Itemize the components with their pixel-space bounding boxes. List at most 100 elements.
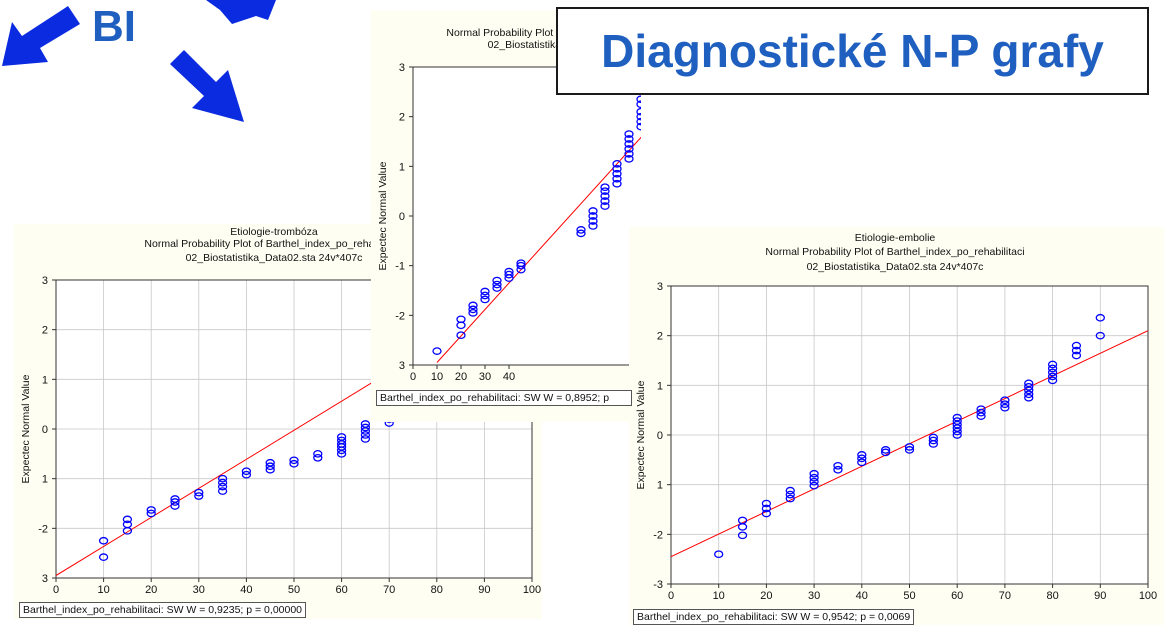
data-point: [612, 174, 622, 183]
x-tick-label: 100: [523, 584, 541, 596]
main-title-box: Diagnostické N-P grafy: [556, 7, 1149, 95]
arrow-icon-left: [2, 6, 80, 66]
data-point: [360, 431, 371, 439]
data-point: [1000, 400, 1010, 409]
x-tick-label: 60: [951, 590, 963, 602]
data-point: [636, 122, 641, 131]
x-tick-label: 0: [53, 584, 59, 596]
data-point: [1047, 368, 1058, 377]
data-point: [492, 284, 502, 292]
y-tick-label: 3: [42, 275, 48, 287]
data-point: [241, 467, 252, 476]
y-tick-label: 1: [42, 374, 48, 386]
data-point: [714, 550, 724, 559]
plot-area: [413, 67, 641, 365]
main-title: Diagnostické N-P grafy: [601, 25, 1104, 77]
data-point: [1095, 313, 1105, 322]
data-point: [612, 169, 622, 178]
data-point: [928, 436, 939, 445]
chart-title-line: Normal Probability Plot of Barthel_index…: [765, 246, 1024, 258]
y-axis-label: Expectec Normal Value: [635, 380, 647, 489]
data-point: [952, 413, 962, 422]
data-point: [624, 135, 634, 143]
x-tick-label: 70: [999, 590, 1011, 602]
x-tick-label: 60: [335, 584, 347, 596]
y-tick-label: -2: [38, 523, 48, 535]
data-point: [761, 499, 772, 508]
data-point: [904, 443, 915, 451]
data-point: [857, 451, 867, 459]
chart-panel-embolie: Etiologie-embolie Normal Probability Plot…: [629, 227, 1164, 625]
data-point: [624, 145, 634, 153]
data-point: [588, 217, 598, 225]
data-point: [624, 155, 634, 163]
data-point: [313, 449, 323, 458]
y-tick-label: 3: [657, 281, 663, 293]
data-point: [217, 482, 228, 491]
data-point: [600, 202, 610, 210]
x-tick-label: 70: [383, 584, 395, 596]
data-point: [809, 481, 819, 490]
data-point: [492, 276, 502, 285]
data-point: [880, 448, 891, 457]
data-point: [588, 207, 598, 215]
y-tick-label: -1: [395, 261, 405, 273]
data-point: [456, 331, 466, 340]
data-point: [504, 270, 514, 279]
footer-middle: Barthel_index_po_rehabilitaci: SW W = 0,…: [376, 390, 632, 406]
data-point: [480, 287, 490, 296]
data-point: [1071, 351, 1082, 360]
data-point: [588, 212, 598, 220]
chart-title-line: Etiologie-trombóza: [230, 226, 318, 238]
chart-embolie: Etiologie-embolie Normal Probability Plot…: [635, 232, 1157, 602]
data-point: [313, 453, 323, 462]
data-point: [857, 454, 867, 463]
data-point: [1071, 341, 1082, 350]
data-point: [761, 509, 772, 518]
data-point: [1024, 382, 1034, 391]
data-point: [588, 222, 598, 230]
reference-line: [436, 136, 641, 363]
data-point: [217, 487, 228, 495]
y-tick-label: -3: [653, 579, 663, 591]
data-point: [122, 520, 133, 529]
y-tick-label: -2: [653, 529, 663, 541]
data-point: [146, 509, 156, 518]
data-point: [1047, 360, 1058, 369]
data-point: [785, 490, 795, 499]
data-point: [636, 107, 641, 116]
data-point: [761, 504, 772, 513]
data-point: [624, 140, 634, 148]
data-point: [480, 291, 490, 300]
data-point: [612, 160, 622, 168]
x-tick-label: 30: [808, 590, 820, 602]
data-point: [360, 435, 371, 443]
data-point: [289, 456, 299, 465]
x-tick-label: 30: [193, 584, 205, 596]
data-point: [98, 536, 109, 545]
data-point: [1000, 403, 1010, 412]
data-point: [976, 405, 986, 414]
data-point: [833, 461, 843, 470]
data-point: [857, 458, 867, 467]
y-tick-label: 0: [399, 211, 405, 223]
y-tick-label: 2: [657, 331, 663, 343]
data-point: [336, 436, 347, 445]
data-point: [600, 192, 610, 200]
data-point: [1024, 379, 1034, 388]
data-point: [636, 112, 641, 121]
data-point: [636, 100, 641, 109]
x-tick-label: 50: [903, 590, 915, 602]
data-point: [516, 261, 526, 270]
data-point: [1095, 331, 1105, 340]
y-tick-label: 2: [42, 325, 48, 337]
data-point: [468, 305, 478, 314]
data-point: [600, 183, 610, 192]
chart-title-line: Etiologie-embolie: [855, 232, 936, 244]
chart-title-line: Normal Probability Plot of Barthel_index…: [144, 238, 403, 250]
footer-embolie: Barthel_index_po_rehabilitaci: SW W = 0,…: [633, 609, 915, 625]
data-point: [170, 495, 180, 503]
data-point: [194, 488, 204, 497]
x-tick-label: 80: [1046, 590, 1058, 602]
data-point: [904, 446, 915, 454]
